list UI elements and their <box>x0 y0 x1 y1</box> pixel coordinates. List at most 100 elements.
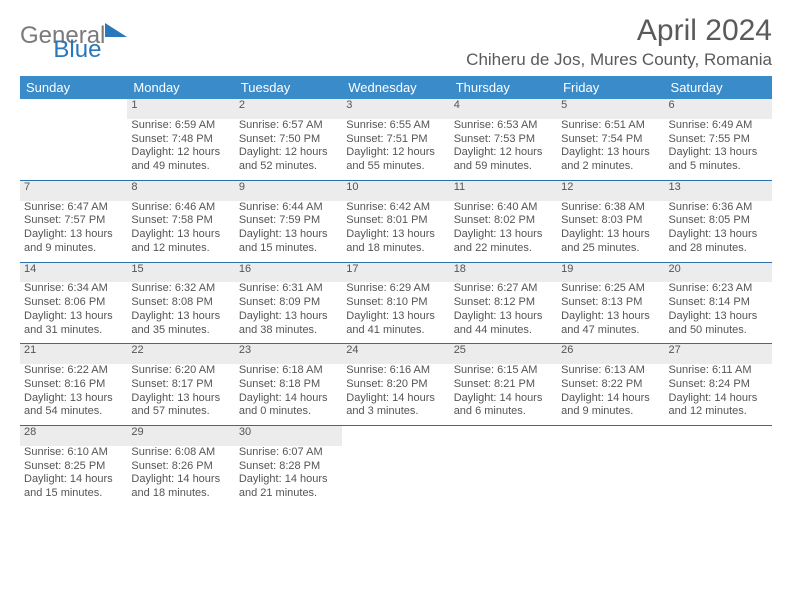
day-content-row: Sunrise: 6:10 AMSunset: 8:25 PM Daylight:… <box>20 446 772 507</box>
day-info-line: Daylight: 13 hours and 9 minutes. <box>24 228 123 256</box>
day-content-cell: Sunrise: 6:23 AMSunset: 8:14 PMDaylight:… <box>665 282 772 344</box>
day-info-line: Sunset: 8:13 PM <box>561 296 660 310</box>
day-info-line: Daylight: 13 hours and 44 minutes. <box>454 310 553 338</box>
day-content-cell: Sunrise: 6:25 AMSunset: 8:13 PMDaylight:… <box>557 282 664 344</box>
day-info-line: Sunrise: 6:11 AM <box>669 364 768 378</box>
day-info-line: Sunset: 7:58 PM <box>131 214 230 228</box>
day-info-line: Daylight: 13 hours and 22 minutes. <box>454 228 553 256</box>
day-number-cell: 28 <box>20 426 127 446</box>
day-info-line: Sunrise: 6:53 AM <box>454 119 553 133</box>
day-info-line: Sunrise: 6:32 AM <box>131 282 230 296</box>
day-info-line: Sunset: 7:51 PM <box>346 133 445 147</box>
day-content-row: Sunrise: 6:22 AMSunset: 8:16 PMDaylight:… <box>20 364 772 426</box>
day-info-line: Sunset: 7:54 PM <box>561 133 660 147</box>
day-number-cell: 15 <box>127 262 234 282</box>
day-info-line: Sunset: 8:25 PM <box>24 460 123 474</box>
day-info-line: Sunset: 7:59 PM <box>239 214 338 228</box>
day-number-cell: 18 <box>450 262 557 282</box>
day-content-cell <box>665 446 772 507</box>
day-number-cell: 3 <box>342 99 449 119</box>
day-number-row: 21222324252627 <box>20 344 772 364</box>
day-number-cell: 1 <box>127 99 234 119</box>
day-content-cell: Sunrise: 6:16 AMSunset: 8:20 PMDaylight:… <box>342 364 449 426</box>
day-info-line: Daylight: 13 hours and 35 minutes. <box>131 310 230 338</box>
day-info-line: Daylight: 12 hours and 59 minutes. <box>454 146 553 174</box>
day-info-line: Sunset: 8:18 PM <box>239 378 338 392</box>
day-number-cell: 9 <box>235 180 342 200</box>
day-number-cell: 13 <box>665 180 772 200</box>
day-content-cell <box>20 119 127 181</box>
day-content-cell: Sunrise: 6:15 AMSunset: 8:21 PMDaylight:… <box>450 364 557 426</box>
day-number-cell: 20 <box>665 262 772 282</box>
day-info-line: Sunrise: 6:34 AM <box>24 282 123 296</box>
day-content-cell: Sunrise: 6:40 AMSunset: 8:02 PMDaylight:… <box>450 201 557 263</box>
weekday-header: Wednesday <box>342 76 449 99</box>
day-number-cell: 23 <box>235 344 342 364</box>
day-info-line: Sunrise: 6:51 AM <box>561 119 660 133</box>
weekday-header: Friday <box>557 76 664 99</box>
logo-text-blue: Blue <box>53 36 101 63</box>
day-number-cell <box>450 426 557 446</box>
day-info-line: Daylight: 13 hours and 12 minutes. <box>131 228 230 256</box>
day-content-cell: Sunrise: 6:46 AMSunset: 7:58 PMDaylight:… <box>127 201 234 263</box>
day-number-cell: 29 <box>127 426 234 446</box>
day-content-cell <box>450 446 557 507</box>
weekday-header: Saturday <box>665 76 772 99</box>
day-info-line: Daylight: 13 hours and 54 minutes. <box>24 392 123 420</box>
day-content-cell: Sunrise: 6:27 AMSunset: 8:12 PMDaylight:… <box>450 282 557 344</box>
day-number-cell: 12 <box>557 180 664 200</box>
logo-triangle-icon <box>105 23 127 37</box>
day-content-cell: Sunrise: 6:53 AMSunset: 7:53 PMDaylight:… <box>450 119 557 181</box>
day-content-cell: Sunrise: 6:51 AMSunset: 7:54 PMDaylight:… <box>557 119 664 181</box>
day-info-line: Sunset: 8:20 PM <box>346 378 445 392</box>
day-info-line: Sunset: 8:09 PM <box>239 296 338 310</box>
day-info-line: Sunset: 8:03 PM <box>561 214 660 228</box>
day-info-line: Sunset: 8:21 PM <box>454 378 553 392</box>
day-number-cell: 5 <box>557 99 664 119</box>
day-content-cell: Sunrise: 6:36 AMSunset: 8:05 PMDaylight:… <box>665 201 772 263</box>
day-number-cell: 19 <box>557 262 664 282</box>
day-info-line: Sunrise: 6:10 AM <box>24 446 123 460</box>
day-content-cell: Sunrise: 6:18 AMSunset: 8:18 PMDaylight:… <box>235 364 342 426</box>
day-info-line: Sunrise: 6:47 AM <box>24 201 123 215</box>
day-info-line: Daylight: 13 hours and 18 minutes. <box>346 228 445 256</box>
day-info-line: Sunset: 8:17 PM <box>131 378 230 392</box>
day-info-line: Daylight: 13 hours and 38 minutes. <box>239 310 338 338</box>
day-info-line: Sunset: 8:01 PM <box>346 214 445 228</box>
day-number-cell: 8 <box>127 180 234 200</box>
day-info-line: Sunrise: 6:31 AM <box>239 282 338 296</box>
day-number-cell <box>557 426 664 446</box>
location-text: Chiheru de Jos, Mures County, Romania <box>466 50 772 70</box>
day-info-line: Sunset: 8:26 PM <box>131 460 230 474</box>
day-number-cell: 2 <box>235 99 342 119</box>
day-info-line: Daylight: 13 hours and 41 minutes. <box>346 310 445 338</box>
day-info-line: Daylight: 12 hours and 52 minutes. <box>239 146 338 174</box>
day-number-cell: 26 <box>557 344 664 364</box>
day-info-line: Sunrise: 6:18 AM <box>239 364 338 378</box>
day-info-line: Daylight: 13 hours and 5 minutes. <box>669 146 768 174</box>
weekday-header: Tuesday <box>235 76 342 99</box>
day-content-cell: Sunrise: 6:32 AMSunset: 8:08 PMDaylight:… <box>127 282 234 344</box>
day-info-line: Daylight: 13 hours and 25 minutes. <box>561 228 660 256</box>
day-info-line: Sunset: 7:50 PM <box>239 133 338 147</box>
day-content-cell: Sunrise: 6:57 AMSunset: 7:50 PMDaylight:… <box>235 119 342 181</box>
day-info-line: Daylight: 12 hours and 55 minutes. <box>346 146 445 174</box>
day-info-line: Sunset: 7:53 PM <box>454 133 553 147</box>
day-info-line: Sunrise: 6:13 AM <box>561 364 660 378</box>
day-info-line: Daylight: 14 hours and 21 minutes. <box>239 473 338 501</box>
day-info-line: Sunset: 8:12 PM <box>454 296 553 310</box>
day-content-cell: Sunrise: 6:38 AMSunset: 8:03 PMDaylight:… <box>557 201 664 263</box>
day-content-cell: Sunrise: 6:42 AMSunset: 8:01 PMDaylight:… <box>342 201 449 263</box>
day-info-line: Sunrise: 6:08 AM <box>131 446 230 460</box>
day-content-cell: Sunrise: 6:11 AMSunset: 8:24 PMDaylight:… <box>665 364 772 426</box>
day-number-cell: 4 <box>450 99 557 119</box>
day-number-cell: 25 <box>450 344 557 364</box>
weekday-header: Thursday <box>450 76 557 99</box>
day-info-line: Daylight: 13 hours and 28 minutes. <box>669 228 768 256</box>
day-info-line: Daylight: 13 hours and 31 minutes. <box>24 310 123 338</box>
day-info-line: Sunrise: 6:49 AM <box>669 119 768 133</box>
day-info-line: Sunset: 8:24 PM <box>669 378 768 392</box>
day-number-cell <box>20 99 127 119</box>
day-number-cell <box>342 426 449 446</box>
day-number-cell: 11 <box>450 180 557 200</box>
